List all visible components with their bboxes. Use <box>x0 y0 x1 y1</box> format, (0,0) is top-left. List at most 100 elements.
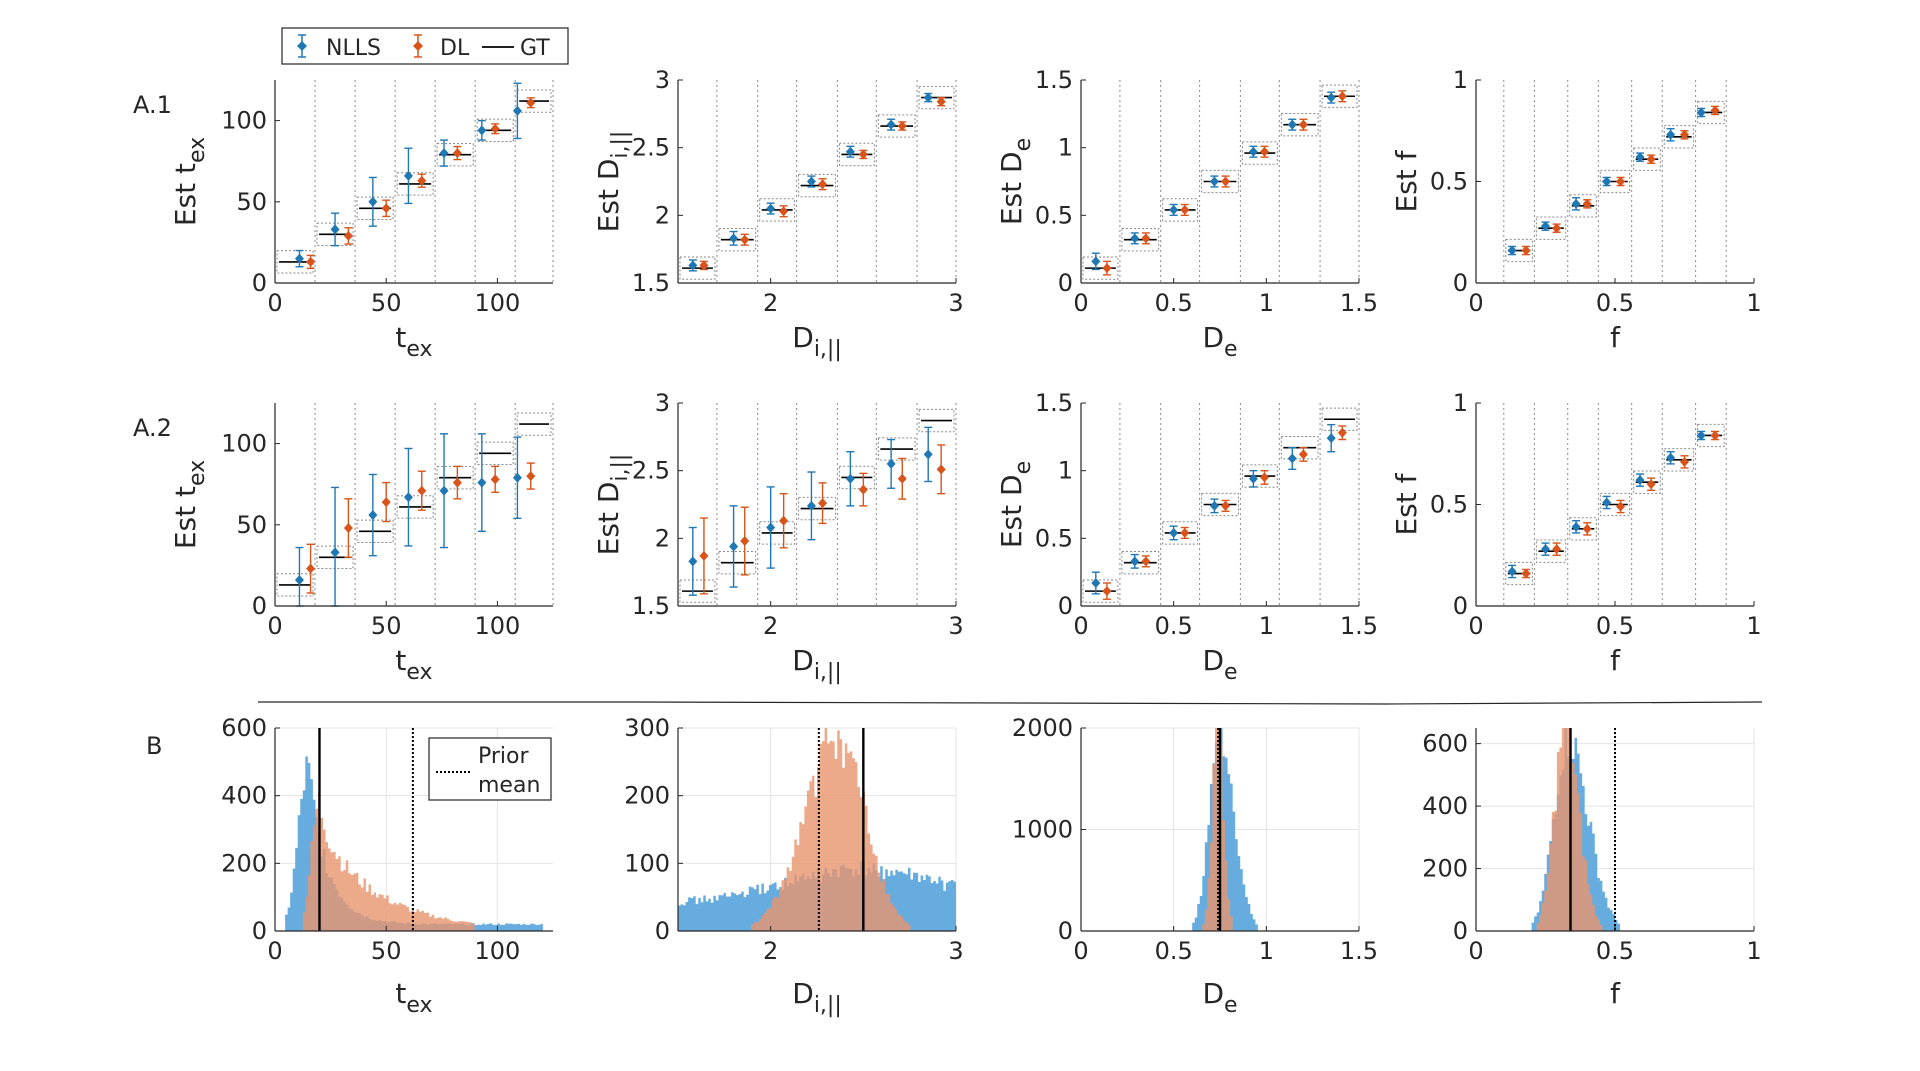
dl-point-5 <box>1298 449 1308 460</box>
y-tick-label-3: 300 <box>624 714 670 742</box>
y-tick-label-0: 0 <box>252 592 267 620</box>
y-tick-label-2: 1 <box>1058 457 1073 485</box>
gt-band-0 <box>1082 256 1119 280</box>
panel-B-tex: 0 50 100 0 200 400 600 tex <box>221 714 553 1018</box>
y-tick-label-3: 600 <box>1422 730 1468 758</box>
y-axis-label-sub: e <box>1011 138 1036 152</box>
y-tick-label-0: 0 <box>1058 917 1073 945</box>
nlls-point-1 <box>729 541 739 552</box>
y-tick-label-1: 2 <box>655 201 670 229</box>
y-tick-label-2: 2.5 <box>632 134 670 162</box>
nlls-point-3 <box>403 170 413 181</box>
nlls-point-5 <box>1666 129 1676 140</box>
dl-point-3 <box>417 485 427 496</box>
dl-point-1 <box>343 230 353 241</box>
nlls-point-0 <box>1091 577 1101 588</box>
gt-band-4 <box>838 465 875 490</box>
x-axis-label-sub: i,|| <box>814 337 842 362</box>
x-tick-label-1: 0.5 <box>1155 289 1193 317</box>
gt-band-4 <box>1241 141 1278 165</box>
y-tick-label-2: 1 <box>1453 389 1468 417</box>
gt-band-1 <box>718 551 757 575</box>
dl-point-0 <box>699 550 709 561</box>
x-axis-label-base: D <box>1202 977 1224 1010</box>
x-tick-label-0: 2 <box>763 937 778 965</box>
dl-point-4 <box>858 484 868 495</box>
x-axis-label: Di,|| <box>792 977 842 1018</box>
gt-band-0 <box>1082 579 1119 603</box>
gt-band-0 <box>1505 238 1533 263</box>
prior-legend-line2: mean <box>478 773 540 798</box>
dl-point-3 <box>1221 176 1231 187</box>
gt-band-2 <box>356 519 394 543</box>
gt-band-1 <box>1121 551 1160 575</box>
y-axis-label-base: Est D <box>592 159 625 233</box>
nlls-point-3 <box>1602 176 1612 187</box>
dl-point-1 <box>1141 556 1151 567</box>
nlls-point-0 <box>1091 256 1101 267</box>
gt-band-1 <box>1535 539 1567 563</box>
x-axis-label-sub: e <box>1224 993 1238 1018</box>
x-axis-label-base: f <box>1610 644 1621 677</box>
nlls-point-0 <box>1507 245 1517 256</box>
x-axis-label-base: f <box>1610 321 1621 354</box>
y-tick-label-1: 100 <box>624 849 670 877</box>
y-tick-label-0: 1.5 <box>632 269 670 297</box>
dl-point-6 <box>1337 427 1347 438</box>
x-tick-label-0: 0 <box>267 612 282 640</box>
nlls-point-5 <box>886 119 896 130</box>
panel-B-Di: 2 3 0 100 200 300 Di,|| <box>624 714 963 1018</box>
y-axis-label-sub: ex <box>185 137 210 163</box>
y-tick-label-1: 0.5 <box>1430 168 1468 196</box>
nlls-point-2 <box>1571 198 1581 209</box>
gt-band-3 <box>396 495 434 519</box>
row-separator <box>258 701 1763 705</box>
x-axis-label-sub: i,|| <box>814 660 842 685</box>
gt-band-2 <box>356 196 394 220</box>
legend-gt-label: GT <box>520 36 550 61</box>
y-axis-label-base: Est D <box>592 482 625 556</box>
nlls-point-2 <box>1169 204 1179 215</box>
nlls-point-3 <box>1602 497 1612 508</box>
y-axis-label: Est Di,|| <box>592 131 633 233</box>
gt-band-5 <box>877 437 916 461</box>
nlls-point-2 <box>766 522 776 533</box>
dl-point-3 <box>1221 500 1231 511</box>
y-tick-label-0: 0 <box>1453 917 1468 945</box>
dl-point-6 <box>1337 91 1347 102</box>
y-tick-label-1: 0.5 <box>1430 491 1468 519</box>
y-axis-label-base: Est D <box>995 474 1028 548</box>
dl-point-4 <box>858 149 868 160</box>
x-axis-label: f <box>1610 977 1621 1010</box>
x-tick-label-2: 100 <box>474 289 520 317</box>
x-tick-label-2: 1 <box>1259 937 1274 965</box>
gt-band-2 <box>759 521 796 545</box>
dl-point-5 <box>897 473 907 484</box>
y-tick-label-1: 50 <box>236 188 267 216</box>
x-tick-label-2: 1 <box>1259 289 1274 317</box>
row-label-a2: A.2 <box>133 414 172 442</box>
y-tick-label-3: 3 <box>655 66 670 94</box>
x-tick-label-2: 1 <box>1746 612 1761 640</box>
dl-point-3 <box>818 179 828 190</box>
y-tick-label-2: 2.5 <box>632 457 670 485</box>
dl-point-6 <box>1710 430 1720 441</box>
dl-point-2 <box>381 203 391 214</box>
gt-band-5 <box>1280 112 1319 137</box>
x-tick-label-0: 0 <box>1468 612 1483 640</box>
nlls-point-2 <box>1169 527 1179 538</box>
x-tick-label-2: 100 <box>474 612 520 640</box>
x-tick-label-2: 100 <box>474 937 520 965</box>
nlls-point-6 <box>1326 433 1336 444</box>
y-axis-label: Est f <box>1390 472 1423 535</box>
y-tick-label-0: 0 <box>1453 269 1468 297</box>
y-tick-label-1: 1000 <box>1012 816 1073 844</box>
x-axis-label: Di,|| <box>792 321 842 362</box>
x-axis-label: f <box>1610 321 1621 354</box>
gt-band-0 <box>679 579 716 603</box>
